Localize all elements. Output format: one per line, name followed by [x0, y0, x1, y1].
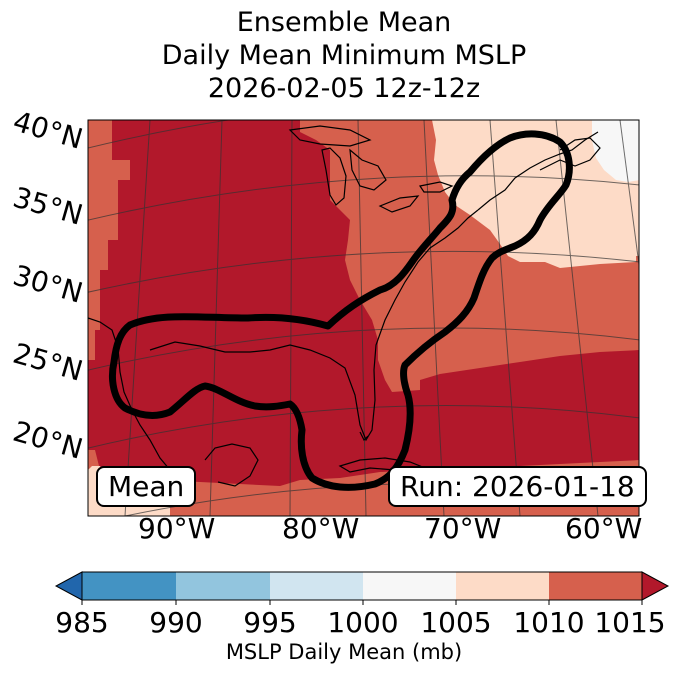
run-date-box: Run: 2026-01-18: [388, 466, 647, 507]
great-lake-superior: [288, 125, 372, 147]
yucatan-coast: [204, 443, 259, 487]
colorbar-bin-990-995: [176, 572, 270, 600]
lat-line-20: [88, 405, 639, 449]
great-lake-huron: [349, 148, 387, 191]
graticule: [88, 120, 639, 516]
colorbar-tick-label-995: 995: [243, 606, 297, 639]
colorbar-under-arrow: [54, 571, 83, 601]
lon-line-70: [423, 120, 445, 516]
mean-label-box: Mean: [96, 466, 197, 507]
lon-label-70: 70°W: [424, 512, 502, 545]
northeast-coast: [477, 131, 599, 211]
lon-label-90: 90°W: [138, 512, 216, 545]
map-area: [88, 120, 639, 516]
colorbar-tick-label-1005: 1005: [420, 606, 492, 639]
great-lake-erie: [378, 195, 420, 213]
colorbar-tick-label-1015: 1015: [594, 606, 666, 639]
colorbar-bin-1010-1015: [549, 572, 642, 600]
mslp-contour-1010: [108, 130, 573, 491]
nova-scotia-coast: [539, 137, 601, 171]
map-frame: [87, 119, 640, 517]
colorbar-bin-1000-1005: [363, 572, 456, 600]
colorbar-label: MSLP Daily Mean (mb): [225, 640, 463, 664]
florida-keys: [359, 431, 369, 442]
colorbar-tick-label-990: 990: [149, 606, 203, 639]
lon-line-55: [619, 120, 639, 269]
lon-line-65: [489, 120, 521, 516]
gulf-coast: [88, 209, 479, 471]
colorbar-bin-1005-1010: [456, 572, 549, 600]
lon-label-60: 60°W: [565, 512, 643, 545]
lat-line-25: [88, 327, 639, 371]
colorbar-bin-995-1000: [270, 572, 363, 600]
colorbar-bin-985-990: [82, 572, 176, 600]
lat-line-30: [88, 250, 639, 293]
colorbar-tick-label-1000: 1000: [327, 606, 399, 639]
lon-label-80: 80°W: [282, 512, 360, 545]
lon-line-90: [124, 120, 151, 516]
pressure-field-red-west: [88, 120, 130, 360]
colorbar: [54, 571, 670, 605]
title-line-1: Ensemble Mean: [236, 7, 452, 38]
coastlines: [88, 125, 601, 487]
great-lake-ontario: [419, 181, 454, 193]
title-line-2: Daily Mean Minimum MSLP: [161, 40, 527, 71]
colorbar-outline: [81, 571, 643, 601]
lat-line-40: [88, 120, 232, 149]
colorbar-tick-label-1010: 1010: [513, 606, 585, 639]
title-line-3: 2026-02-05 12z-12z: [207, 73, 481, 104]
pressure-field-white: [592, 120, 639, 182]
colorbar-over-arrow: [641, 571, 670, 601]
colorbar-tick-label-985: 985: [55, 606, 109, 639]
great-lake-michigan: [321, 147, 347, 206]
